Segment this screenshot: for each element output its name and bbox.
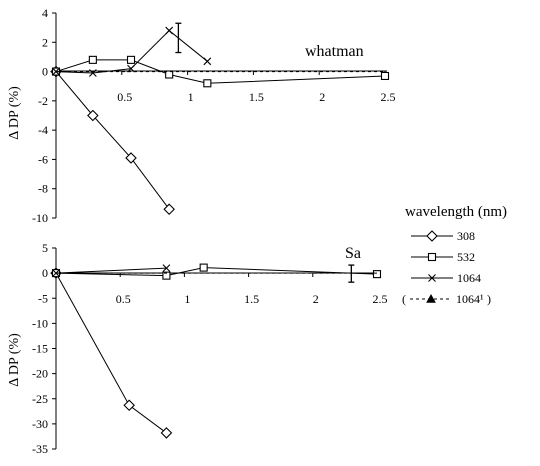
x-tick-label: 1.5 bbox=[244, 292, 259, 306]
series-line bbox=[55, 71, 170, 210]
x-tick-label: 2 bbox=[319, 90, 325, 104]
series-532 bbox=[51, 55, 390, 88]
x-tick-label: 0.5 bbox=[116, 292, 131, 306]
data-point-diamond bbox=[123, 399, 135, 412]
legend-marker-diamond bbox=[426, 230, 438, 242]
legend-title: wavelength (nm) bbox=[405, 204, 507, 220]
data-point-diamond bbox=[160, 427, 173, 439]
x-tick-label: 1 bbox=[184, 292, 190, 306]
y-tick-label: -8 bbox=[38, 182, 48, 196]
legend-marker-square bbox=[427, 252, 437, 262]
data-point-x-stroke-b bbox=[127, 64, 135, 73]
y-tick-label: -4 bbox=[38, 123, 48, 137]
y-tick-label: -20 bbox=[32, 367, 48, 381]
legend-label: 532 bbox=[457, 250, 475, 264]
data-point-x bbox=[203, 57, 212, 66]
legend-marker-x bbox=[428, 274, 436, 282]
y-tick-label: 4 bbox=[42, 6, 48, 20]
data-point-square bbox=[372, 270, 382, 279]
y-tick-label: -10 bbox=[32, 316, 48, 330]
data-point-x bbox=[88, 69, 97, 77]
y-tick-label: -25 bbox=[32, 392, 48, 406]
data-point-square bbox=[88, 55, 97, 64]
y-axis-label: Δ DP (%) bbox=[7, 333, 22, 387]
legend-item: 1064 bbox=[411, 271, 481, 285]
legend-item: (1064¹) bbox=[402, 292, 491, 306]
x-tick-label: 2.5 bbox=[381, 90, 396, 104]
series-line bbox=[55, 272, 167, 434]
legend-paren-close: ) bbox=[487, 292, 491, 306]
y-tick-label: -6 bbox=[38, 152, 48, 166]
legend-marker-triangle bbox=[426, 293, 436, 303]
y-tick-label: 0 bbox=[42, 266, 48, 280]
legend-paren-open: ( bbox=[402, 292, 406, 306]
panel-whatman: 4 2 0 -2 -4 -6 -8 -10 0.5 1 1.5 2 2.5 Δ DP (%) whatman bbox=[7, 6, 396, 225]
x-tick-label: 2.5 bbox=[373, 292, 388, 306]
series-308 bbox=[50, 267, 173, 439]
series-1064 bbox=[52, 264, 171, 278]
y-tick-label: -2 bbox=[38, 94, 48, 108]
data-point-x bbox=[165, 26, 174, 35]
series-line bbox=[55, 29, 208, 74]
x-tick-label: 0.5 bbox=[117, 90, 132, 104]
panel-sa: 5 0 -5 -10 -15 -20 -25 -30 -35 0.5 1 1.5 2 2.5 Δ DP (%… bbox=[7, 241, 388, 456]
y-tick-label: -35 bbox=[32, 442, 48, 456]
legend-label: 1064¹ bbox=[456, 292, 484, 306]
y-tick-label: -30 bbox=[32, 417, 48, 431]
data-point-diamond bbox=[163, 203, 175, 215]
data-point-x-stroke-b bbox=[165, 26, 174, 35]
legend-label: 1064 bbox=[457, 271, 481, 285]
data-point-x-stroke-b bbox=[88, 69, 97, 77]
panel-label: whatman bbox=[305, 43, 364, 60]
y-tick-label: 2 bbox=[42, 35, 48, 49]
data-point-x-stroke-b bbox=[162, 264, 171, 272]
x-tick-label: 1 bbox=[188, 90, 194, 104]
y-axis-label: Δ DP (%) bbox=[7, 86, 22, 140]
y-tick-label: 5 bbox=[42, 241, 48, 255]
legend-label: 308 bbox=[457, 229, 475, 243]
data-point-square bbox=[126, 55, 136, 64]
y-tick-label: -5 bbox=[38, 291, 48, 305]
series-line bbox=[55, 267, 378, 277]
data-point-square bbox=[380, 71, 390, 81]
legend-item: 532 bbox=[411, 250, 475, 264]
y-tick-label: 0 bbox=[42, 65, 48, 79]
series-532 bbox=[51, 263, 382, 280]
series-1064 bbox=[52, 26, 212, 77]
data-point-x bbox=[162, 264, 171, 272]
panel-label: Sa bbox=[345, 245, 361, 262]
data-point-x-stroke-b bbox=[203, 57, 212, 66]
data-point-square bbox=[165, 70, 174, 79]
legend: wavelength (nm) 308 532 1064 (1064¹) bbox=[402, 204, 507, 306]
x-tick-label: 2 bbox=[313, 292, 319, 306]
data-point-square bbox=[199, 263, 208, 272]
series-1064 bbox=[56, 22, 385, 73]
y-tick-label: -10 bbox=[32, 211, 48, 225]
series-line bbox=[55, 267, 167, 274]
series-1064 bbox=[56, 264, 377, 283]
x-tick-label: 1.5 bbox=[249, 90, 264, 104]
legend-item: 308 bbox=[411, 229, 475, 243]
series-line bbox=[55, 59, 386, 84]
data-point-diamond bbox=[87, 109, 99, 122]
legend-marker-x-stroke-b bbox=[428, 274, 436, 282]
data-point-square bbox=[162, 271, 171, 280]
data-point-diamond bbox=[125, 152, 137, 164]
y-tick-label: -15 bbox=[32, 342, 48, 356]
data-point-square bbox=[203, 79, 212, 88]
series-308 bbox=[50, 65, 175, 215]
data-point-x bbox=[127, 64, 135, 73]
